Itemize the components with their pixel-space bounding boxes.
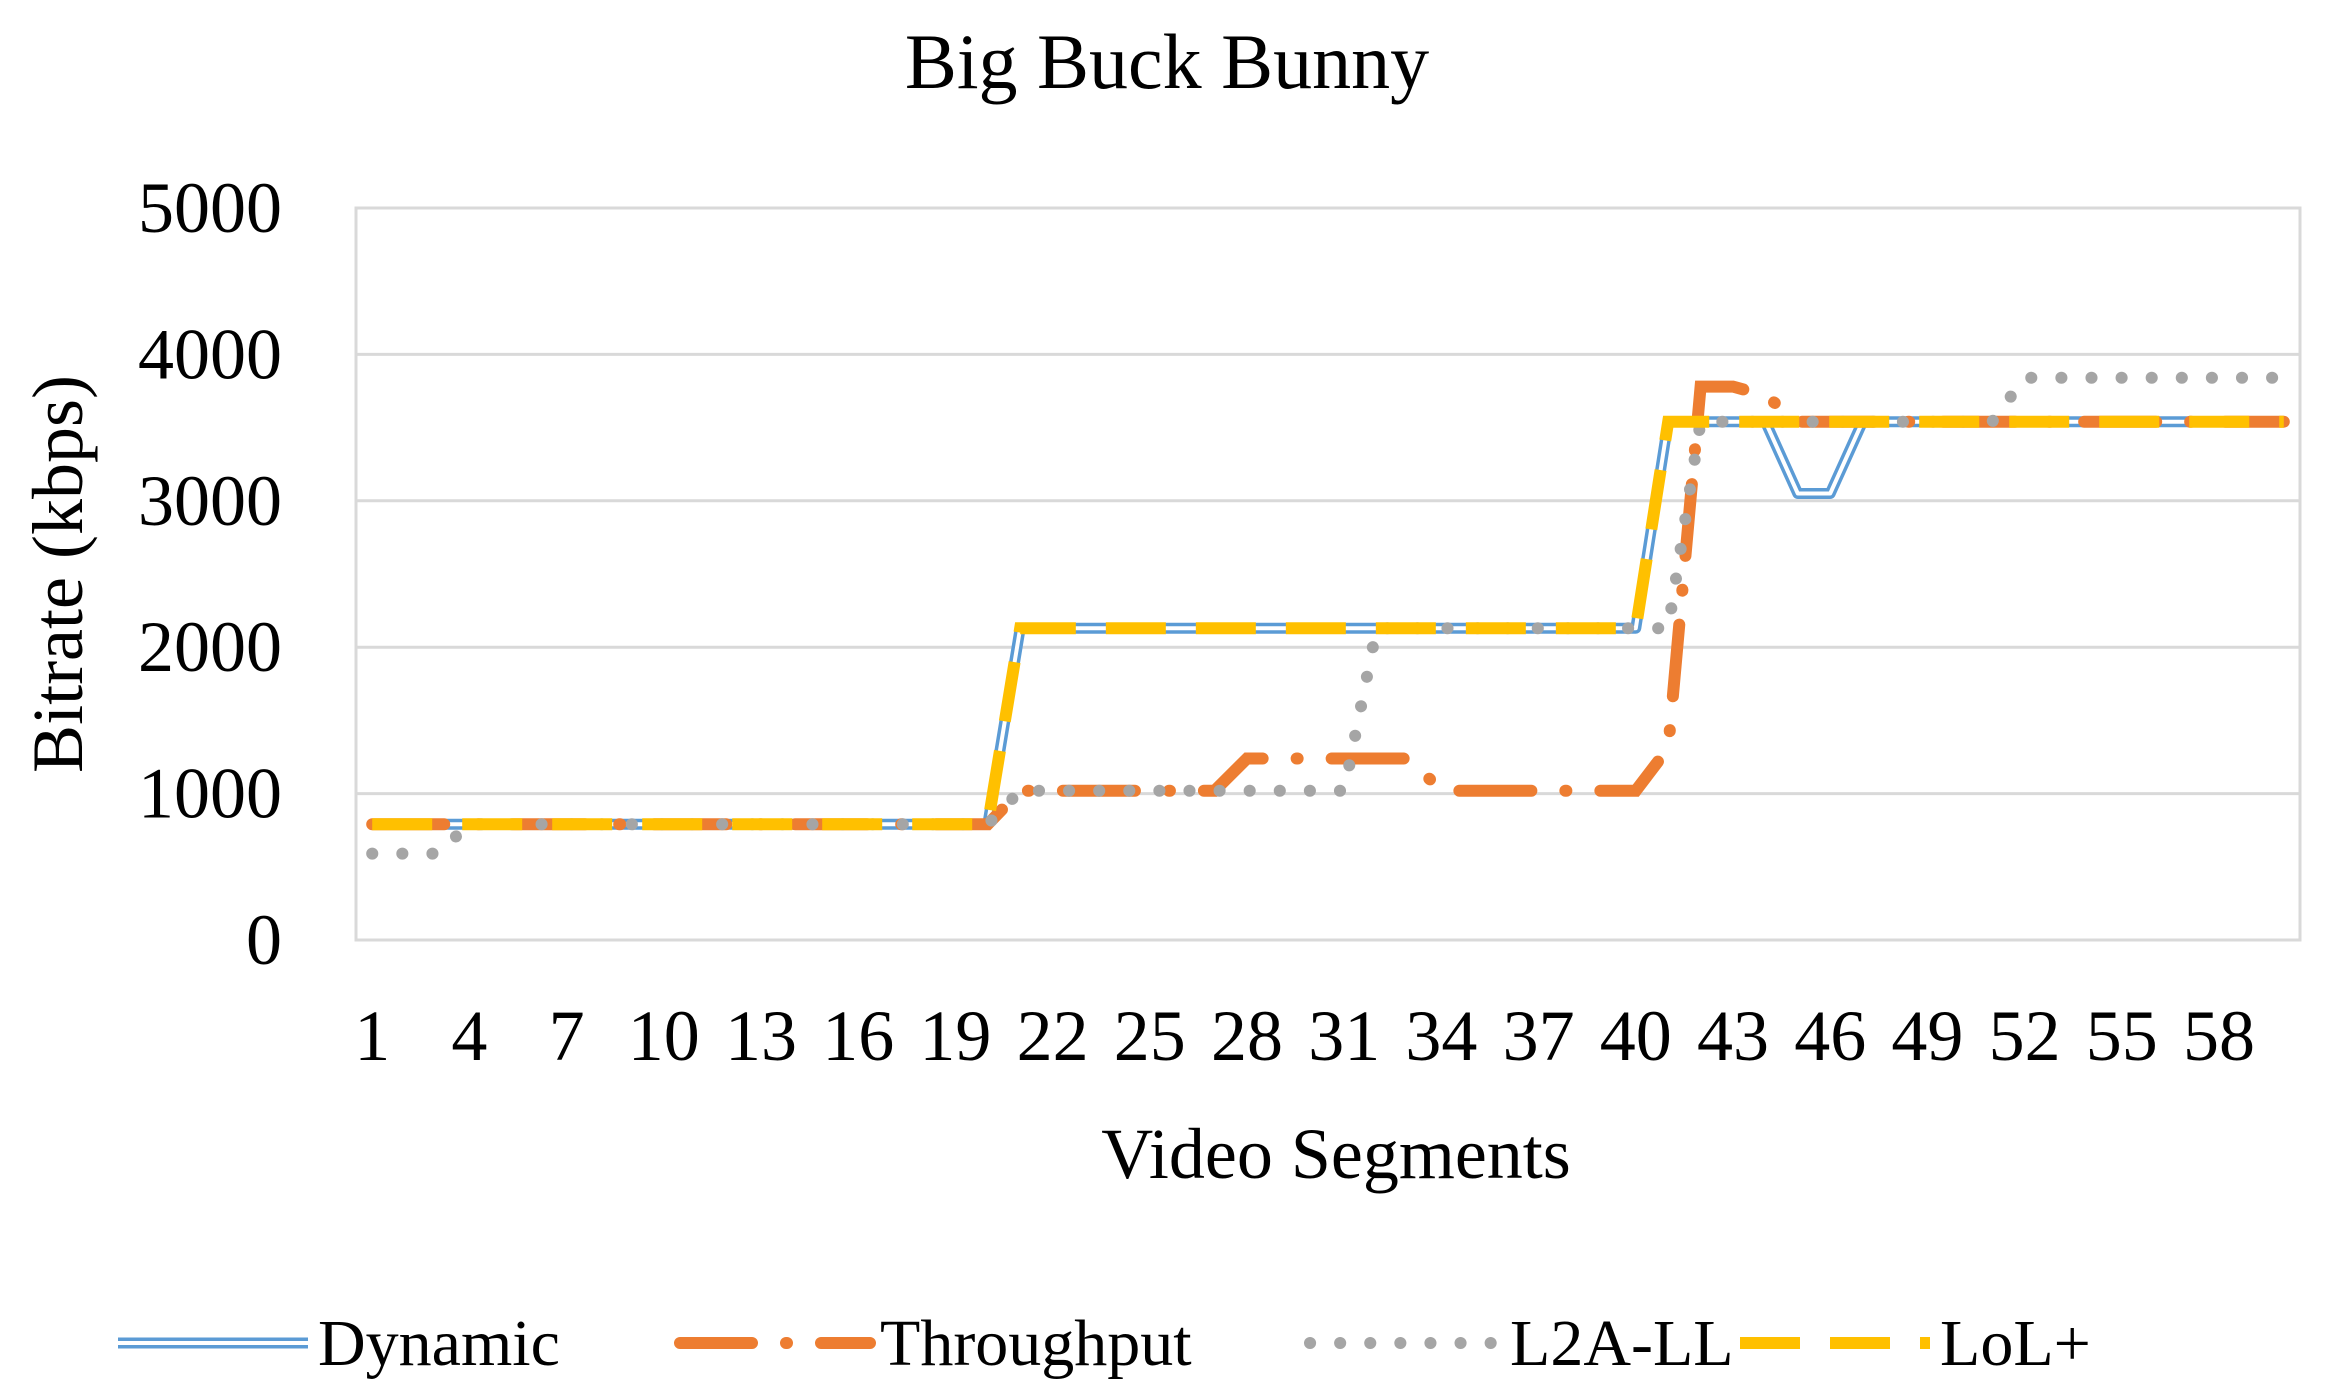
x-tick-label: 16 [822, 996, 894, 1076]
legend-label: L2A-LL [1510, 1307, 1734, 1380]
x-tick-label: 43 [1697, 996, 1769, 1076]
x-tick-label: 46 [1794, 996, 1866, 1076]
x-tick-label: 55 [2086, 996, 2158, 1076]
y-tick-label: 5000 [138, 168, 282, 248]
legend-label: Throughput [880, 1307, 1192, 1380]
y-tick-label: 1000 [138, 754, 282, 834]
legend-label: Dynamic [318, 1307, 560, 1380]
x-tick-label: 52 [1989, 996, 2061, 1076]
legend: Dynamic Throughput L2A-LL LoL+ [118, 1307, 2091, 1380]
x-tick-label: 28 [1211, 996, 1283, 1076]
legend-item: LoL+ [1740, 1307, 2091, 1380]
series-lol- [372, 415, 2284, 831]
x-tick-label: 40 [1600, 996, 1672, 1076]
x-tick-labels: 1 4 7 10 13 16 19 22 25 28 31 34 37 40 43 46 49 52 55 58 [354, 996, 2255, 1076]
gridlines [356, 352, 2300, 796]
legend-item: Throughput [674, 1307, 1192, 1380]
x-tick-label: 1 [354, 996, 390, 1076]
chart-title: Big Buck Bunny [905, 18, 1429, 105]
x-tick-label: 31 [1308, 996, 1380, 1076]
y-tick-labels: 0 1000 2000 3000 4000 5000 [138, 168, 282, 980]
legend-item: L2A-LL [1304, 1307, 1734, 1380]
x-tick-label: 34 [1405, 996, 1477, 1076]
legend-label: LoL+ [1940, 1307, 2091, 1380]
series-lines [366, 371, 2290, 860]
x-axis-label: Video Segments [1101, 1114, 1571, 1194]
x-tick-label: 10 [628, 996, 700, 1076]
y-axis-label: Bitrate (kbps) [18, 375, 98, 773]
x-tick-label: 19 [919, 996, 991, 1076]
series-line-lol-plus [372, 415, 2284, 831]
y-tick-label: 3000 [138, 461, 282, 541]
x-tick-label: 13 [725, 996, 797, 1076]
x-tick-label: 7 [549, 996, 585, 1076]
x-tick-label: 25 [1114, 996, 1186, 1076]
x-tick-label: 37 [1503, 996, 1575, 1076]
plot-area [354, 206, 2302, 942]
y-tick-label: 2000 [138, 607, 282, 687]
x-tick-label: 22 [1017, 996, 1089, 1076]
x-tick-label: 58 [2183, 996, 2255, 1076]
y-tick-label: 0 [246, 900, 282, 980]
x-tick-label: 49 [1891, 996, 1963, 1076]
x-tick-label: 4 [451, 996, 487, 1076]
legend-item: Dynamic [118, 1307, 560, 1380]
y-tick-label: 4000 [138, 314, 282, 394]
